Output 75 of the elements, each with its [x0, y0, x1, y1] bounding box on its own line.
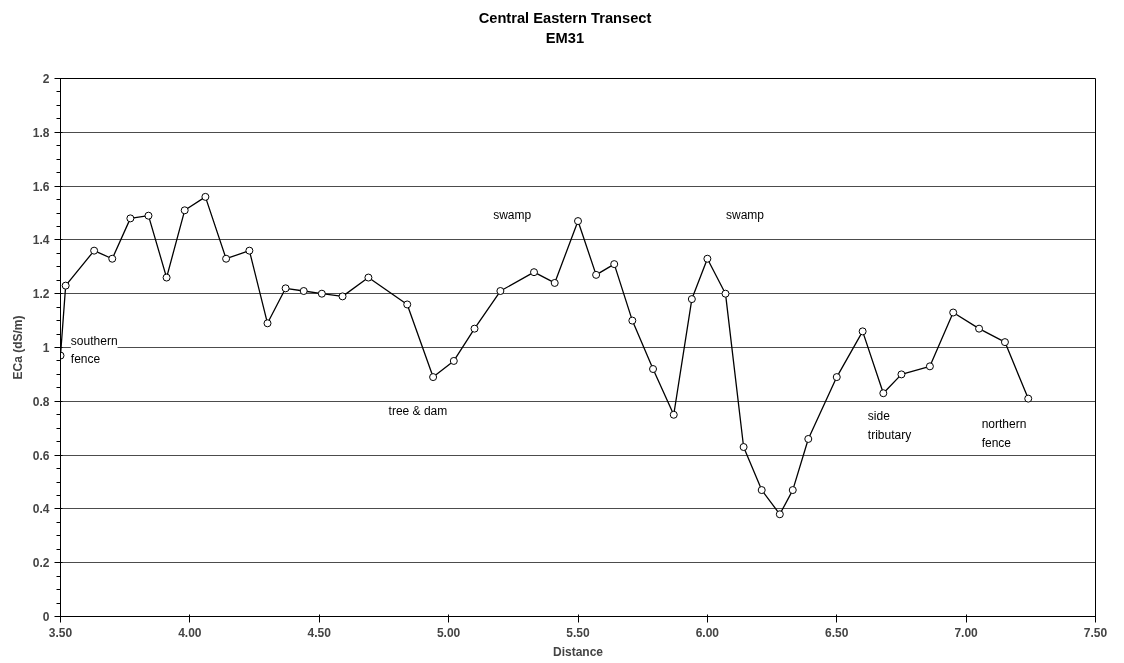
x-tick-label: 7.50: [1083, 625, 1108, 640]
x-tick-label: 3.50: [48, 625, 73, 640]
x-axis-title: Distance: [552, 644, 604, 659]
point: [975, 324, 984, 333]
point: [299, 287, 308, 295]
point: [61, 281, 70, 290]
point: [364, 273, 373, 282]
point: [610, 260, 619, 269]
point: [897, 370, 906, 379]
point: [201, 192, 210, 201]
x-tick-label: 7.00: [954, 625, 979, 640]
point: [90, 246, 99, 255]
point: [832, 373, 841, 382]
y-tick-label: 1: [42, 341, 50, 355]
point: [530, 268, 539, 277]
y-tick-label: 2: [42, 72, 50, 86]
point: [550, 278, 559, 287]
point: [496, 287, 505, 295]
point: [669, 410, 678, 419]
point: [449, 356, 458, 365]
point: [949, 308, 958, 317]
x-tick-label: 5.00: [436, 625, 461, 640]
point: [403, 300, 412, 309]
point: [925, 362, 934, 371]
point: [788, 486, 797, 495]
chart-title: Central Eastern Transect EM31: [478, 9, 652, 48]
point: [338, 292, 347, 301]
y-axis-title: ECa (dS/m): [10, 315, 25, 380]
annotation: northern fence: [981, 417, 1027, 450]
point: [162, 273, 171, 282]
y-tick-label: 0.2: [32, 556, 50, 571]
point: [592, 270, 601, 279]
point: [1000, 338, 1009, 347]
point: [126, 214, 135, 223]
point: [775, 510, 784, 519]
x-tick-label: 4.50: [307, 625, 332, 640]
x-tick-label: 6.50: [825, 625, 849, 640]
annotation: side tributary: [867, 409, 912, 442]
point: [180, 206, 189, 215]
point: [317, 289, 326, 298]
point: [687, 295, 696, 304]
y-tick-label: 0.6: [32, 448, 50, 463]
point: [804, 434, 813, 443]
point: [108, 254, 117, 263]
y-tick-label: 0.4: [32, 502, 50, 517]
annotation: swamp: [726, 207, 765, 222]
point: [739, 443, 748, 452]
x-tick-label: 6.00: [695, 625, 720, 640]
point: [222, 254, 231, 263]
y-tick-label: 0: [42, 610, 50, 624]
point: [879, 389, 888, 398]
point: [574, 217, 582, 226]
y-tick-label: 1.4: [32, 233, 50, 248]
annotation: swamp: [493, 207, 532, 222]
point: [721, 289, 730, 298]
point: [703, 254, 712, 263]
point: [263, 319, 272, 328]
point: [245, 246, 254, 255]
point: [1024, 394, 1033, 403]
point: [757, 486, 766, 495]
x-tick-label: 5.50: [566, 625, 590, 640]
annotation: tree & dam: [388, 403, 448, 418]
y-tick-label: 1.6: [32, 179, 50, 194]
y-tick-label: 1.2: [32, 287, 50, 302]
point: [628, 316, 637, 325]
y-tick-label: 1.8: [32, 125, 50, 140]
x-tick-label: 4.00: [178, 625, 202, 640]
point: [858, 327, 867, 336]
point: [144, 211, 153, 220]
y-tick-label: 0.8: [32, 394, 50, 409]
annotation: southern fence: [70, 334, 118, 367]
point: [649, 365, 658, 374]
point: [281, 284, 290, 293]
point: [470, 324, 479, 333]
point: [429, 373, 438, 382]
